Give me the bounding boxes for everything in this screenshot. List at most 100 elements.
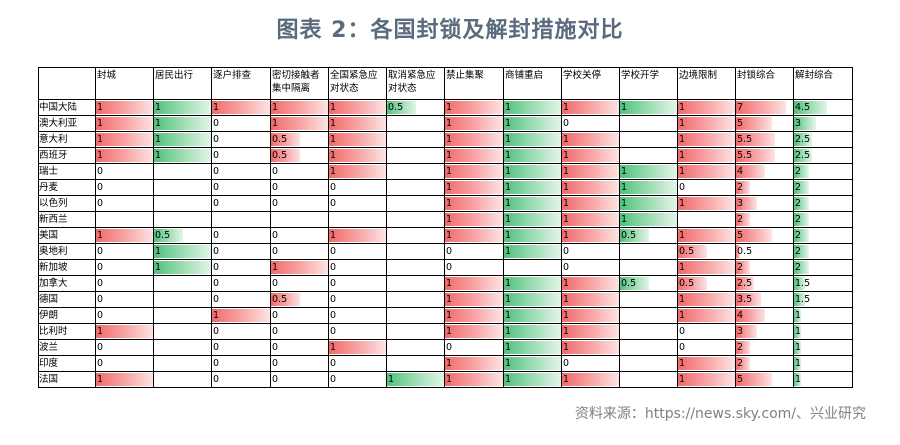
value-cell: 0	[677, 179, 736, 196]
value-cell: 1	[793, 355, 853, 372]
value-cell: 0.5	[270, 131, 329, 148]
cell-value: 0	[330, 246, 337, 257]
value-cell: 1	[95, 147, 154, 164]
cell-value	[621, 342, 622, 353]
relaxation-bar	[620, 165, 677, 178]
value-cell: 0.5	[619, 227, 678, 244]
restriction-bar	[736, 181, 751, 194]
value-cell: 0	[270, 243, 329, 260]
cell-value: 0	[679, 342, 686, 353]
value-cell: 1	[677, 163, 736, 180]
cell-value	[388, 214, 389, 225]
cell-value: 1	[97, 230, 104, 241]
cell-value	[155, 326, 156, 337]
cell-value: 1	[795, 342, 802, 353]
restriction-bar	[678, 197, 735, 210]
cell-value	[213, 214, 214, 225]
value-cell: 1	[503, 163, 562, 180]
value-cell: 1	[561, 131, 620, 148]
value-cell: 0	[211, 275, 271, 292]
value-cell: 1	[153, 131, 212, 148]
cell-value: 1	[505, 214, 512, 225]
column-header: 封锁综合	[735, 67, 794, 100]
cell-value: 1	[563, 214, 570, 225]
value-cell: 1.5	[793, 275, 853, 292]
restriction-bar	[445, 373, 503, 386]
restriction-bar	[96, 373, 153, 386]
restriction-bar	[736, 229, 772, 242]
cell-value: 0	[330, 294, 337, 305]
value-cell: 1	[677, 371, 736, 388]
value-cell: 0	[211, 291, 271, 308]
cell-value: 1	[97, 134, 104, 145]
restriction-bar	[562, 277, 619, 290]
cell-value: 7	[737, 102, 744, 113]
cell-value	[388, 262, 389, 273]
cell-value: 5	[737, 230, 744, 241]
restriction-bar	[562, 165, 619, 178]
restriction-bar	[678, 117, 735, 130]
restriction-bar	[445, 117, 503, 130]
cell-value: 0	[213, 294, 220, 305]
value-cell: 0	[328, 307, 387, 324]
value-cell: 1	[619, 211, 678, 228]
restriction-bar	[445, 293, 503, 306]
header-country	[38, 67, 96, 100]
country-name: 法国	[38, 371, 96, 388]
value-cell: 1	[95, 99, 154, 116]
cell-value: 1	[679, 198, 686, 209]
cell-value: 0	[272, 166, 279, 177]
restriction-bar	[736, 261, 751, 274]
cell-value	[330, 214, 331, 225]
table-row: 美国 1 0.5 0 0 1 1 1 1 0.5 1 5 2	[38, 227, 853, 244]
value-cell: 1	[677, 259, 736, 276]
value-cell	[677, 211, 736, 228]
restriction-bar	[271, 261, 328, 274]
cell-value: 0	[563, 262, 570, 273]
value-cell: 2	[793, 179, 853, 196]
cell-value	[155, 198, 156, 209]
value-cell: 1	[561, 163, 620, 180]
value-cell: 0	[561, 243, 620, 260]
value-cell: 1	[677, 355, 736, 372]
cell-value: 1	[505, 278, 512, 289]
cell-value: 1	[795, 374, 802, 385]
cell-value: 1	[446, 374, 453, 385]
cell-value: 1	[330, 150, 337, 161]
cell-value: 1	[97, 374, 104, 385]
value-cell	[153, 195, 212, 212]
cell-value	[388, 326, 389, 337]
cell-value: 5	[737, 118, 744, 129]
cell-value	[621, 118, 622, 129]
cell-value: 1	[679, 294, 686, 305]
value-cell	[386, 339, 445, 356]
cell-value: 0	[272, 374, 279, 385]
cell-value	[388, 134, 389, 145]
value-cell: 2	[793, 211, 853, 228]
relaxation-bar	[794, 181, 809, 194]
value-cell: 1	[386, 371, 445, 388]
value-cell: 1	[95, 227, 154, 244]
restriction-bar	[271, 101, 328, 114]
cell-value: 0	[272, 342, 279, 353]
relaxation-bar	[154, 117, 211, 130]
value-cell: 0	[328, 355, 387, 372]
value-cell: 1	[677, 307, 736, 324]
cell-value: 1	[97, 150, 104, 161]
cell-value: 0	[679, 326, 686, 337]
value-cell	[386, 211, 445, 228]
cell-value: 1	[330, 230, 337, 241]
value-cell: 0	[95, 339, 154, 356]
cell-value: 0	[97, 166, 104, 177]
cell-value: 0	[272, 230, 279, 241]
value-cell: 1	[561, 227, 620, 244]
cell-value: 0	[97, 198, 104, 209]
cell-value: 1	[563, 150, 570, 161]
cell-value: 1	[446, 278, 453, 289]
value-cell: 1	[444, 179, 504, 196]
cell-value: 0	[213, 278, 220, 289]
relaxation-bar	[154, 229, 183, 242]
relaxation-bar	[794, 293, 805, 306]
cell-value: 1	[679, 134, 686, 145]
cell-value	[155, 310, 156, 321]
